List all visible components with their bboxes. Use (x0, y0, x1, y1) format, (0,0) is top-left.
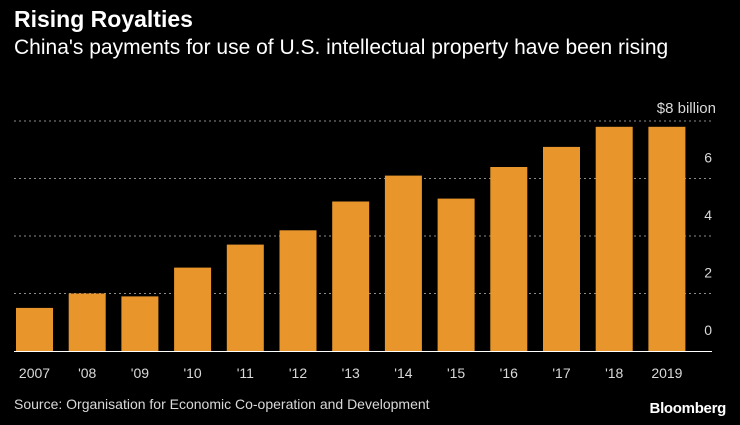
x-tick-label: '10 (183, 365, 201, 381)
bar (490, 167, 528, 351)
x-tick-label: '18 (605, 365, 623, 381)
y-tick-label: 6 (704, 150, 712, 166)
brand-logo: Bloomberg (649, 400, 727, 417)
chart-subtitle: China's payments for use of U.S. intelle… (14, 36, 669, 59)
y-tick-label: 2 (704, 265, 712, 281)
x-tick-label: '17 (552, 365, 570, 381)
y-tick-label: $8 billion (657, 100, 716, 117)
bar (68, 293, 106, 351)
gridlines (14, 120, 712, 294)
bar (16, 307, 53, 351)
bar (595, 126, 633, 352)
bar (332, 201, 370, 351)
x-tick-label: '12 (289, 365, 307, 381)
x-tick-label: 2019 (651, 365, 682, 381)
bar (384, 175, 422, 351)
chart-title: Rising Royalties (14, 6, 193, 32)
y-tick-labels: 0 2 4 6 $8 billion (657, 100, 716, 338)
source-note: Source: Organisation for Economic Co-ope… (14, 396, 430, 412)
x-tick-label: '11 (237, 365, 254, 381)
x-tick-label: '08 (78, 365, 96, 381)
bars (16, 126, 686, 352)
x-tick-label: '16 (500, 365, 518, 381)
bar (174, 267, 212, 351)
bar (279, 230, 317, 352)
x-tick-label: '15 (447, 365, 465, 381)
bar (648, 126, 686, 352)
x-tick-label: '14 (394, 365, 412, 381)
bar (543, 146, 580, 351)
y-tick-label: 4 (704, 207, 712, 223)
x-tick-labels: 2007 '08 '09 '10 '11 '12 '13 '14 '15 '16 '17 '18 201… (19, 365, 683, 381)
bar (121, 296, 159, 351)
x-tick-label: '13 (342, 365, 360, 381)
x-tick-label: 2007 (19, 365, 50, 381)
bar (437, 198, 475, 351)
x-tick-label: '09 (131, 365, 149, 381)
y-tick-label: 0 (704, 322, 712, 338)
bar (226, 244, 264, 351)
